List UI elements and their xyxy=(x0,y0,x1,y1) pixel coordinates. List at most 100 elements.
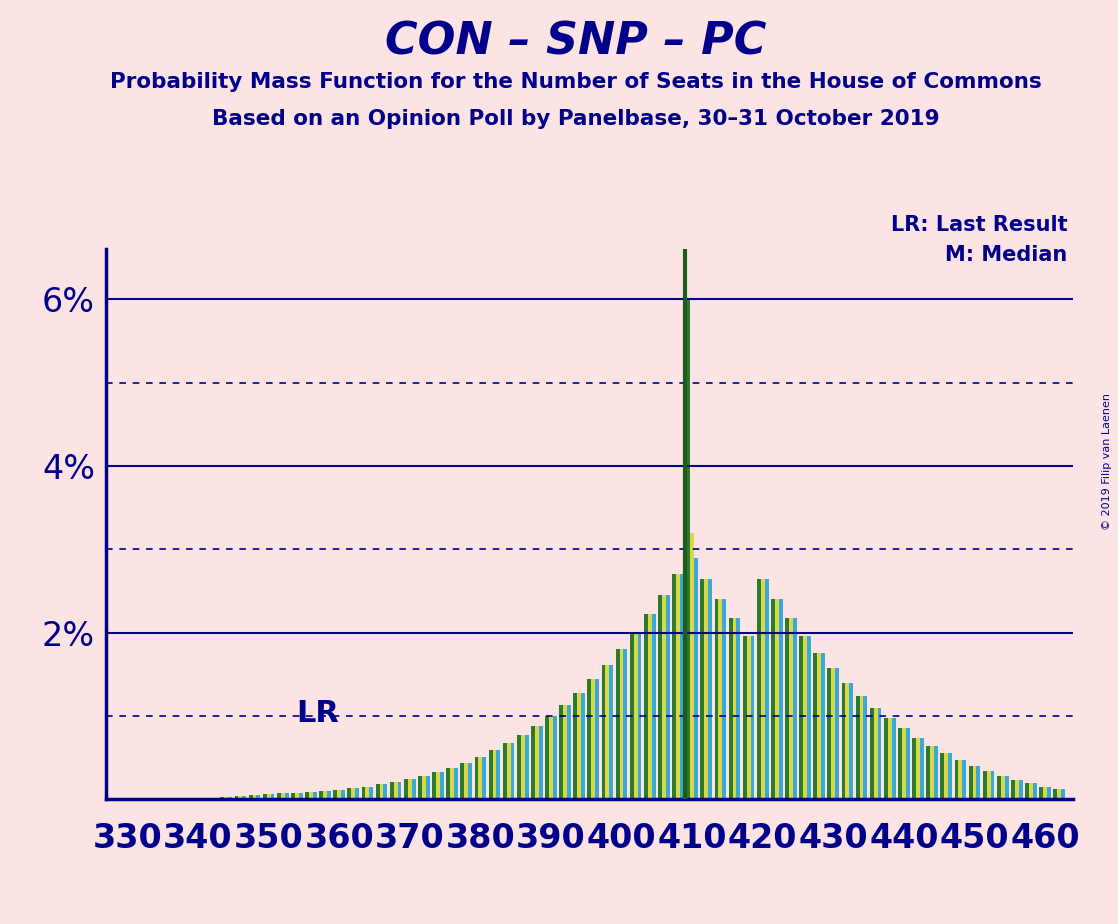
Bar xyxy=(235,796,238,799)
Bar xyxy=(238,796,243,799)
Bar xyxy=(534,726,539,799)
Bar xyxy=(305,792,309,799)
Bar xyxy=(496,750,500,799)
Bar xyxy=(338,790,341,799)
Bar xyxy=(390,782,394,799)
Bar xyxy=(489,750,493,799)
Bar xyxy=(581,693,585,799)
Bar xyxy=(906,728,910,799)
Bar xyxy=(803,636,807,799)
Bar xyxy=(464,762,468,799)
Bar xyxy=(220,796,225,799)
Bar xyxy=(813,652,817,799)
Bar xyxy=(1053,789,1058,799)
Bar xyxy=(411,779,416,799)
Bar xyxy=(591,679,595,799)
Bar xyxy=(277,794,281,799)
Bar xyxy=(863,696,868,799)
Text: 440: 440 xyxy=(869,822,939,855)
Bar xyxy=(644,614,647,799)
Bar xyxy=(719,600,722,799)
Bar xyxy=(714,600,719,799)
Bar xyxy=(1046,786,1051,799)
Bar xyxy=(940,753,945,799)
Bar xyxy=(446,768,451,799)
Bar xyxy=(380,784,383,799)
Bar xyxy=(351,788,356,799)
Bar xyxy=(912,737,916,799)
Text: 410: 410 xyxy=(657,822,727,855)
Bar xyxy=(991,771,994,799)
Bar xyxy=(225,796,228,799)
Bar xyxy=(945,753,948,799)
Bar xyxy=(973,766,976,799)
Bar xyxy=(902,728,906,799)
Bar xyxy=(1011,780,1015,799)
Bar xyxy=(629,633,634,799)
Bar xyxy=(421,776,426,799)
Bar xyxy=(892,719,896,799)
Bar xyxy=(732,617,737,799)
Bar xyxy=(927,746,930,799)
Bar xyxy=(850,683,853,799)
Bar xyxy=(793,617,797,799)
Bar xyxy=(700,578,704,799)
Bar xyxy=(326,791,331,799)
Bar xyxy=(958,760,963,799)
Bar xyxy=(243,796,246,799)
Bar xyxy=(832,668,835,799)
Text: 370: 370 xyxy=(375,822,445,855)
Bar xyxy=(708,578,712,799)
Bar xyxy=(789,617,793,799)
Bar xyxy=(634,633,637,799)
Bar xyxy=(624,650,627,799)
Bar xyxy=(845,683,850,799)
Text: Based on an Opinion Poll by Panelbase, 30–31 October 2019: Based on an Opinion Poll by Panelbase, 3… xyxy=(212,109,939,129)
Bar xyxy=(299,793,303,799)
Bar xyxy=(920,737,923,799)
Bar xyxy=(539,726,542,799)
Text: 400: 400 xyxy=(587,822,656,855)
Bar xyxy=(676,575,680,799)
Bar xyxy=(559,705,563,799)
Bar xyxy=(666,595,670,799)
Bar xyxy=(253,795,256,799)
Bar xyxy=(873,708,878,799)
Bar xyxy=(587,679,591,799)
Bar xyxy=(652,614,655,799)
Bar xyxy=(1005,776,1008,799)
Bar xyxy=(817,652,821,799)
Text: M: Median: M: Median xyxy=(946,245,1068,265)
Text: LR: Last Result: LR: Last Result xyxy=(891,215,1068,236)
Bar xyxy=(983,771,986,799)
Text: LR: LR xyxy=(296,699,339,728)
Text: 430: 430 xyxy=(798,822,868,855)
Bar xyxy=(948,753,953,799)
Bar xyxy=(1029,784,1033,799)
Bar xyxy=(376,784,380,799)
Bar xyxy=(320,791,323,799)
Bar xyxy=(609,665,613,799)
Bar xyxy=(503,744,506,799)
Text: 390: 390 xyxy=(517,822,586,855)
Bar xyxy=(433,772,436,799)
Bar xyxy=(256,795,260,799)
Bar xyxy=(348,788,351,799)
Bar xyxy=(295,793,299,799)
Bar xyxy=(567,705,571,799)
Bar xyxy=(1043,786,1046,799)
Bar xyxy=(870,708,873,799)
Bar xyxy=(479,757,482,799)
Bar xyxy=(366,786,369,799)
Bar xyxy=(686,299,690,799)
Bar xyxy=(454,768,458,799)
Bar xyxy=(574,693,577,799)
Bar xyxy=(404,779,408,799)
Bar xyxy=(1025,784,1029,799)
Bar xyxy=(313,792,316,799)
Bar xyxy=(1033,784,1036,799)
Bar xyxy=(997,776,1001,799)
Bar xyxy=(835,668,840,799)
Bar xyxy=(884,719,888,799)
Text: 420: 420 xyxy=(728,822,797,855)
